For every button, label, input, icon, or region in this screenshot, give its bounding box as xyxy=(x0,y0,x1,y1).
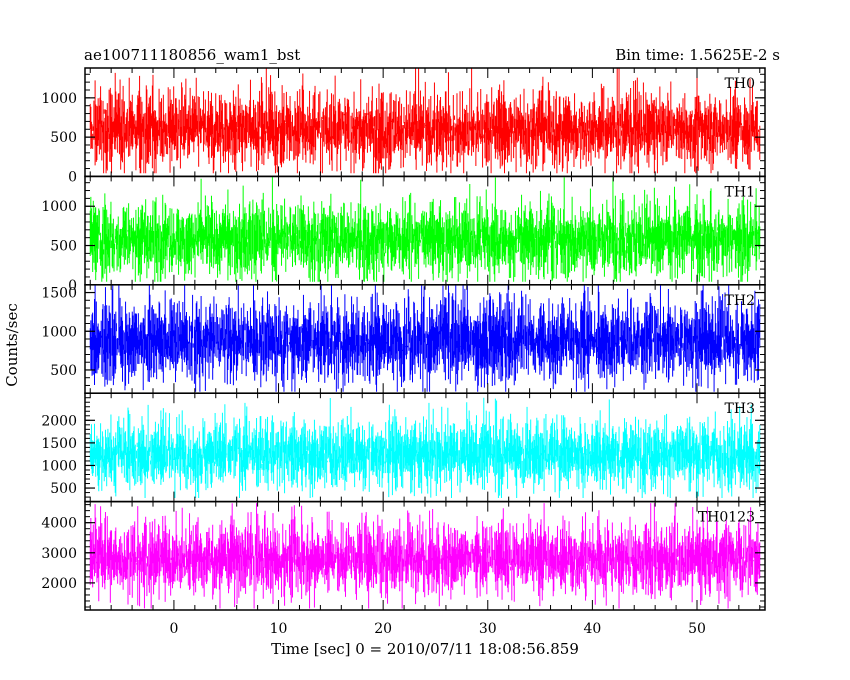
y-tick-label: 500 xyxy=(50,239,77,255)
y-tick-label: 1500 xyxy=(41,286,77,302)
panel-label-th0123: TH0123 xyxy=(698,510,755,526)
chart-title-left: ae100711180856_wam1_bst xyxy=(84,46,300,64)
y-tick-label: 2000 xyxy=(41,576,77,592)
x-tick-label: 40 xyxy=(583,621,601,637)
series-th1-trace xyxy=(89,176,761,282)
y-tick-label: 1000 xyxy=(41,324,77,340)
y-tick-label: 500 xyxy=(50,481,77,497)
x-axis-label: Time [sec] 0 = 2010/07/11 18:08:56.859 xyxy=(271,640,579,658)
y-tick-label: 3000 xyxy=(41,546,77,562)
series-th0-trace xyxy=(89,68,761,174)
x-tick-label: 50 xyxy=(688,621,706,637)
series-th2-trace xyxy=(89,284,761,392)
y-tick-label: 1000 xyxy=(41,458,77,474)
chart-title-right: Bin time: 1.5625E-2 s xyxy=(615,46,780,64)
x-tick-label: 0 xyxy=(169,621,178,637)
y-tick-label: 1000 xyxy=(41,199,77,215)
panel-label-th0: TH0 xyxy=(725,76,755,92)
x-tick-label: 20 xyxy=(374,621,392,637)
series-th3-trace xyxy=(89,397,761,498)
panel-label-th2: TH2 xyxy=(725,293,755,309)
y-tick-label: 2000 xyxy=(41,413,77,429)
y-tick-label: 4000 xyxy=(41,516,77,532)
panel-label-th1: TH1 xyxy=(725,184,755,200)
x-tick-label: 10 xyxy=(270,621,288,637)
y-tick-label: 0 xyxy=(68,169,77,185)
y-tick-label: 0 xyxy=(68,278,77,294)
y-axis-label: Counts/sec xyxy=(3,303,21,387)
y-tick-label: 1500 xyxy=(41,436,77,452)
series-th0123-trace xyxy=(89,503,761,609)
x-tick-label: 30 xyxy=(479,621,497,637)
y-tick-label: 500 xyxy=(50,130,77,146)
panel-label-th3: TH3 xyxy=(725,401,755,417)
y-tick-label: 500 xyxy=(50,363,77,379)
y-tick-label: 1000 xyxy=(41,91,77,107)
